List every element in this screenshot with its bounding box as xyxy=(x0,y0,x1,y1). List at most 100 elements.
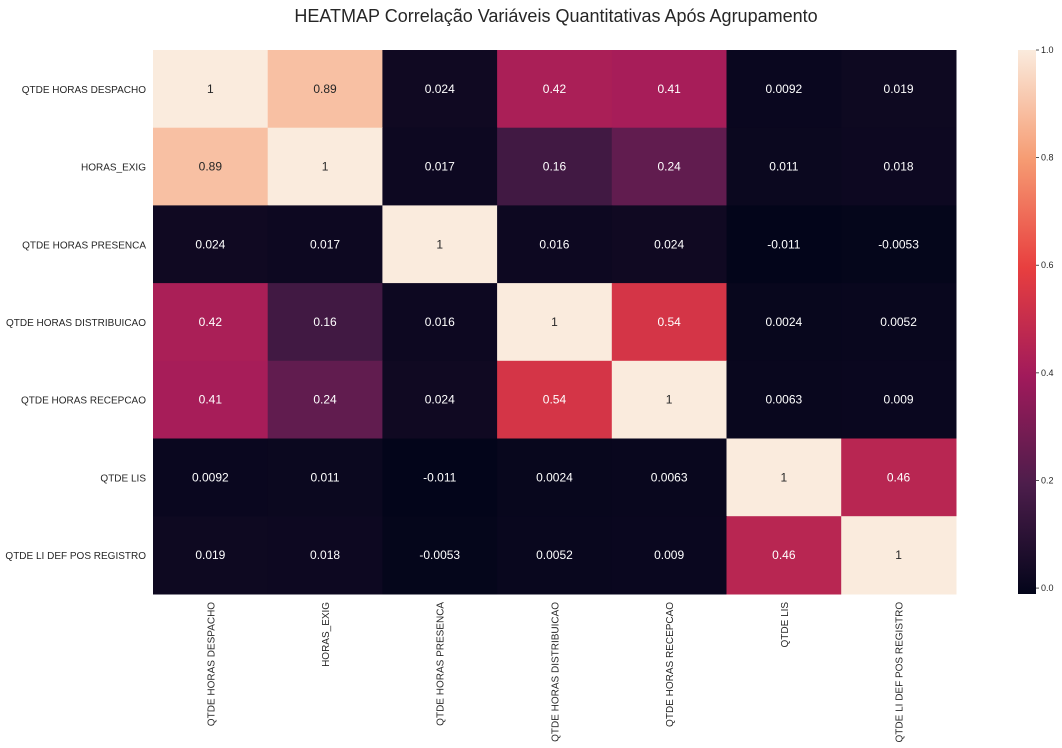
cell-annotation: -0.011 xyxy=(423,470,456,484)
heatmap-cell xyxy=(497,127,613,206)
heatmap-cell xyxy=(382,360,498,440)
cell-annotation: 0.024 xyxy=(195,237,225,251)
cell-annotation: 0.42 xyxy=(199,315,223,329)
heatmap-cell xyxy=(267,50,383,129)
cell-annotation: 0.0063 xyxy=(765,393,802,407)
cell-annotation: 0.24 xyxy=(313,393,337,407)
heatmap-cell xyxy=(153,127,269,206)
cell-annotation: 0.016 xyxy=(425,315,455,329)
colorbar-ticks: 0.0 0.2 0.4 0.6 0.8 1.0 xyxy=(1036,45,1054,593)
cell-annotation: 0.0024 xyxy=(765,315,802,329)
heatmap-cell xyxy=(726,438,842,517)
x-tick-label: QTDE LIS xyxy=(780,602,791,648)
heatmap-cell xyxy=(841,50,957,129)
heatmap-cell xyxy=(153,205,269,284)
heatmap-cell xyxy=(497,205,613,284)
cell-annotation: 0.019 xyxy=(884,82,914,96)
cell-annotation: 0.0092 xyxy=(192,470,229,484)
heatmap-cell xyxy=(153,50,269,129)
heatmap-cell xyxy=(841,438,957,517)
heatmap-cell xyxy=(611,438,728,517)
cell-annotation: 0.54 xyxy=(543,393,567,407)
cell-annotation: -0.0053 xyxy=(878,237,919,251)
heatmap-cell xyxy=(841,127,957,206)
heatmap-cell xyxy=(841,205,957,284)
heatmap-cell xyxy=(497,50,613,129)
heatmap-cell xyxy=(726,360,842,440)
heatmap-cell xyxy=(267,205,383,284)
cell-annotation: 0.0024 xyxy=(536,470,573,484)
cell-annotation: 0.16 xyxy=(543,160,567,174)
cell-annotation: 0.16 xyxy=(313,315,337,329)
cell-annotation: 0.024 xyxy=(654,237,684,251)
cell-annotation: 1 xyxy=(207,82,214,96)
cell-annotation: 0.018 xyxy=(884,160,914,174)
y-tick-label: QTDE HORAS DISTRIBUICAO xyxy=(6,318,146,329)
heatmap-cell xyxy=(382,127,498,206)
cell-annotation: 0.017 xyxy=(310,237,340,251)
colorbar-tick-label: 1.0 xyxy=(1041,45,1054,55)
colorbar-tick-label: 0.8 xyxy=(1041,153,1054,163)
heatmap-cell xyxy=(611,283,728,362)
heatmap-cells xyxy=(153,50,957,595)
heatmap-cell xyxy=(153,438,269,517)
heatmap-cell xyxy=(382,50,498,129)
cell-annotation: 0.009 xyxy=(884,393,914,407)
y-tick-label: QTDE HORAS PRESENCA xyxy=(22,240,146,251)
cell-annotation: 0.011 xyxy=(310,470,339,484)
heatmap-cell xyxy=(382,283,498,362)
x-tick-label: QTDE HORAS DISTRIBUICAO xyxy=(550,602,561,742)
heatmap-cell xyxy=(611,360,728,440)
colorbar-tick-label: 0.2 xyxy=(1041,475,1054,485)
cell-annotation: 1 xyxy=(436,237,443,251)
heatmap-cell xyxy=(267,438,383,517)
x-tick-label: QTDE HORAS RECEPCAO xyxy=(665,602,676,727)
heatmap-cell xyxy=(382,516,498,595)
cell-annotation: 0.011 xyxy=(769,160,798,174)
heatmap-cell xyxy=(611,127,728,206)
heatmap-cell xyxy=(726,50,842,129)
heatmap-cell xyxy=(382,438,498,517)
cell-annotation: 1 xyxy=(895,548,902,562)
heatmap-cell xyxy=(497,283,613,362)
heatmap-cell xyxy=(153,360,269,440)
cell-annotation: 0.24 xyxy=(657,160,681,174)
cell-annotation: 0.89 xyxy=(313,82,337,96)
cell-annotation: 0.0092 xyxy=(765,82,802,96)
heatmap-cell xyxy=(153,516,269,595)
heatmap-cell xyxy=(382,205,498,284)
heatmap-cell xyxy=(267,516,383,595)
cell-annotation: 0.41 xyxy=(657,82,681,96)
cell-annotation: 0.018 xyxy=(310,548,340,562)
cell-annotation: -0.011 xyxy=(767,237,800,251)
heatmap-cell xyxy=(611,205,728,284)
cell-annotation: 0.0052 xyxy=(880,315,917,329)
cell-annotation: 0.0063 xyxy=(651,470,688,484)
heatmap-cell xyxy=(497,438,613,517)
cell-annotation: 0.46 xyxy=(887,470,911,484)
y-tick-label: QTDE HORAS RECEPCAO xyxy=(21,396,146,407)
y-tick-label: QTDE HORAS DESPACHO xyxy=(22,85,146,96)
colorbar-tick-label: 0.0 xyxy=(1041,583,1054,593)
y-tick-label: HORAS_EXIG xyxy=(81,163,146,174)
cell-annotation: 1 xyxy=(666,393,673,407)
colorbar-gradient xyxy=(1018,50,1036,594)
x-axis-tick-labels: QTDE HORAS DESPACHO HORAS_EXIG QTDE HORAS … xyxy=(206,602,905,743)
cell-annotation: 0.009 xyxy=(654,548,684,562)
cell-annotation: 0.024 xyxy=(425,393,455,407)
cell-annotation: 1 xyxy=(322,160,329,174)
heatmap-cell xyxy=(267,283,383,362)
x-tick-label: QTDE LI DEF POS REGISTRO xyxy=(895,602,906,743)
heatmap-cell xyxy=(267,127,383,206)
cell-annotation: 1 xyxy=(551,315,558,329)
cell-annotation: 0.016 xyxy=(539,237,569,251)
heatmap-cell xyxy=(726,283,842,362)
cell-annotation: 0.019 xyxy=(195,548,225,562)
heatmap-cell xyxy=(267,360,383,440)
x-tick-label: QTDE HORAS DESPACHO xyxy=(206,602,217,726)
cell-annotation: 1 xyxy=(781,470,788,484)
heatmap-cell xyxy=(497,360,613,440)
y-tick-label: QTDE LI DEF POS REGISTRO xyxy=(5,551,146,562)
heatmap-cell xyxy=(611,516,728,595)
y-axis-tick-labels: QTDE HORAS DESPACHO HORAS_EXIG QTDE HORAS … xyxy=(5,85,146,562)
